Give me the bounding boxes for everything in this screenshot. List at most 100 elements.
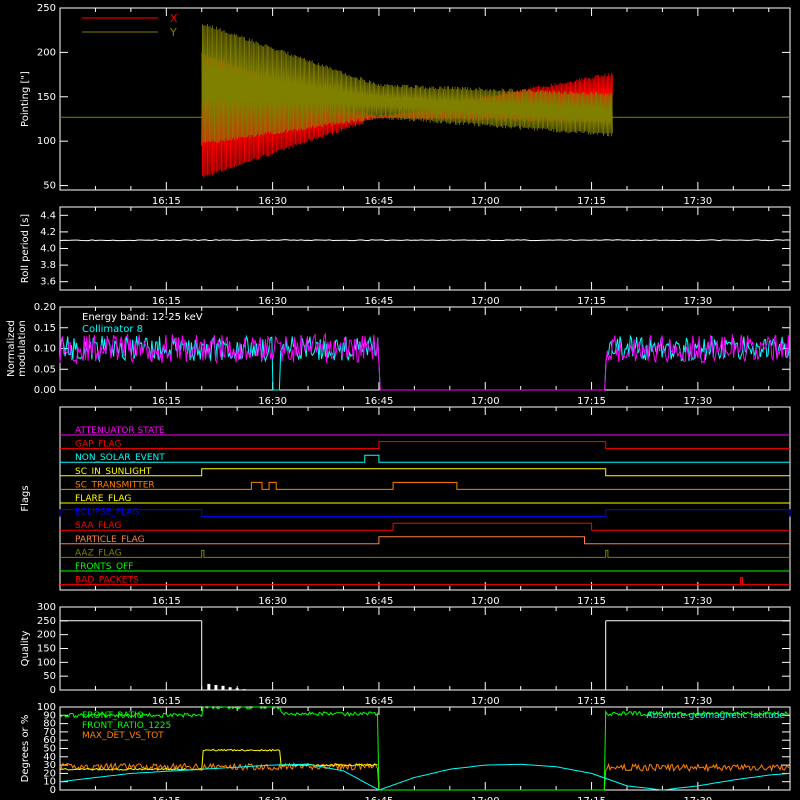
modulation-ylabel: Normalized — [6, 320, 17, 377]
pointing-ytick-label: 150 — [37, 92, 56, 103]
modulation-magenta-series — [59, 332, 791, 391]
pointing-ylabel: Pointing ["] — [20, 71, 31, 127]
modulation-xtick-label: 17:00 — [471, 396, 500, 407]
roll-period-ytick-label: 4.2 — [40, 227, 56, 238]
ratios-ytick-label: 50 — [43, 744, 56, 755]
flags-xtick-label: 17:15 — [577, 596, 606, 607]
ratios-panel: 16:15 16:30 16:45 17:00 17:15 17:30 0102030405… — [20, 702, 791, 800]
ratios-ytick-label: 80 — [43, 719, 56, 730]
modulation-ylabel: modulation — [17, 320, 28, 377]
ratios-xtick-label: 17:15 — [577, 796, 606, 800]
ratios-ylabel: Degrees or % — [20, 715, 31, 783]
flag-label-7: SAA_FLAG — [75, 521, 121, 531]
latitude-series — [59, 763, 791, 791]
quality-blip — [207, 683, 211, 690]
ratios-xtick-label: 17:00 — [471, 796, 500, 800]
ratios-xtick-label: 16:15 — [152, 796, 181, 800]
quality-ylabel: Quality — [20, 631, 31, 667]
flags-xtick-label: 16:30 — [258, 596, 287, 607]
ratios-ytick-label: 70 — [43, 727, 56, 738]
ratios-ytick-label: 100 — [37, 702, 56, 713]
pointing-xtick-label: 17:00 — [471, 196, 500, 207]
roll-period-ytick-label: 4.0 — [40, 244, 56, 255]
flag-label-3: SC_IN_SUNLIGHT — [75, 467, 152, 477]
flag-line-4 — [60, 481, 790, 490]
quality-ytick-label: 250 — [37, 616, 56, 627]
flags-xtick-label: 17:00 — [471, 596, 500, 607]
modulation-xtick-label: 17:15 — [577, 396, 606, 407]
flags-frame — [59, 406, 791, 591]
quality-xtick-label: 16:30 — [258, 696, 287, 707]
ratios-xtick-label: 16:30 — [258, 796, 287, 800]
quality-ytick-label: 300 — [37, 602, 56, 613]
ratios-xtick-label: 16:45 — [365, 796, 394, 800]
flag-label-5: FLARE_FLAG — [75, 494, 131, 504]
latitude-label: Absolute geomagnetic latitude — [646, 711, 785, 721]
pointing-panel: 16:15 16:30 16:45 17:00 17:15 17:30 50 100 150 20… — [20, 3, 791, 207]
flag-label-1: GAP_FLAG — [75, 440, 121, 450]
modulation-xtick-label: 16:45 — [365, 396, 394, 407]
ratios-ytick-label: 90 — [43, 710, 56, 721]
ratios-ytick-label: 10 — [43, 777, 56, 788]
pointing-xtick-label: 17:15 — [577, 196, 606, 207]
front-ratio-1225-series — [59, 748, 378, 771]
ratios-ytick-label: 60 — [43, 735, 56, 746]
roll-period-ylabel: Roll period [s] — [20, 214, 31, 283]
pointing-ytick-label: 50 — [43, 181, 56, 192]
flag-line-3 — [60, 468, 790, 477]
front-ratio-series — [59, 705, 789, 791]
pointing-xtick-label: 16:30 — [258, 196, 287, 207]
roll-period-xtick-label: 17:15 — [577, 296, 606, 307]
quality-xtick-label: 17:30 — [683, 696, 712, 707]
roll-period-xtick-label: 16:15 — [152, 296, 181, 307]
legend-y-label: Y — [169, 26, 177, 39]
modulation-xtick-label: 16:15 — [152, 396, 181, 407]
roll-period-xtick-label: 16:30 — [258, 296, 287, 307]
pointing-ytick-label: 200 — [37, 47, 56, 58]
quality-xtick-label: 16:45 — [365, 696, 394, 707]
flag-label-10: FRONTS_OFF — [75, 562, 133, 572]
roll-period-panel: 16:15 16:30 16:45 17:00 17:15 17:30 3.6 3.8 4.0 4… — [20, 206, 791, 307]
quality-ytick-label: 150 — [37, 644, 56, 655]
modulation-xtick-label: 17:30 — [683, 396, 712, 407]
roll-period-xtick-label: 17:30 — [683, 296, 712, 307]
quality-panel: 16:15 16:30 16:45 17:00 17:15 17:30 0 50 100 150 2… — [20, 602, 791, 707]
quality-blip — [242, 689, 246, 690]
flags-xtick-label: 16:45 — [365, 596, 394, 607]
flag-label-9: AAZ_FLAG — [75, 548, 122, 558]
legend-max-det-vs-tot: MAX_DET_VS_TOT — [82, 731, 164, 741]
modulation-panel: 16:15 16:30 16:45 17:00 17:15 17:30 0.00 0.05 0.… — [6, 302, 791, 407]
flag-label-8: PARTICLE_FLAG — [75, 535, 145, 545]
pointing-frame — [59, 7, 791, 191]
legend-x-label: X — [170, 12, 178, 25]
pointing-ytick-label: 100 — [37, 136, 56, 147]
pointing-xtick-label: 16:15 — [152, 196, 181, 207]
modulation-ytick-label: 0.20 — [34, 302, 56, 313]
flag-line-6 — [59, 509, 791, 518]
quality-blip — [235, 688, 239, 690]
modulation-ytick-label: 0.10 — [34, 344, 56, 355]
flag-label-11: BAD_PACKETS — [75, 576, 139, 586]
roll-period-series — [59, 239, 791, 242]
ratios-ytick-label: 20 — [43, 768, 56, 779]
pointing-xtick-label: 16:45 — [365, 196, 394, 207]
flags-ylabel: Flags — [20, 485, 31, 511]
energy-band-label: Energy band: 12-25 keV — [82, 312, 203, 323]
modulation-ytick-label: 0.00 — [34, 385, 56, 396]
flag-line-1 — [60, 441, 790, 450]
flag-label-6: ECLIPSE_FLAG — [75, 508, 139, 518]
roll-period-ytick-label: 3.6 — [40, 277, 56, 288]
ratios-ytick-label: 30 — [43, 760, 56, 771]
modulation-ytick-label: 0.05 — [34, 364, 56, 375]
quality-ytick-label: 200 — [37, 630, 56, 641]
flags-panel: 16:15 16:30 16:45 17:00 17:15 17:30 Flags ATTEN… — [20, 406, 791, 607]
modulation-ytick-label: 0.15 — [34, 323, 56, 334]
roll-period-xtick-label: 16:45 — [365, 296, 394, 307]
flags-xtick-label: 16:15 — [152, 596, 181, 607]
flag-label-2: NON_SOLAR_EVENT — [75, 453, 165, 463]
flag-line-8 — [60, 536, 790, 545]
quality-xtick-label: 17:15 — [577, 696, 606, 707]
legend-front-ratio-1225: FRONT_RATIO_1225 — [82, 721, 171, 731]
